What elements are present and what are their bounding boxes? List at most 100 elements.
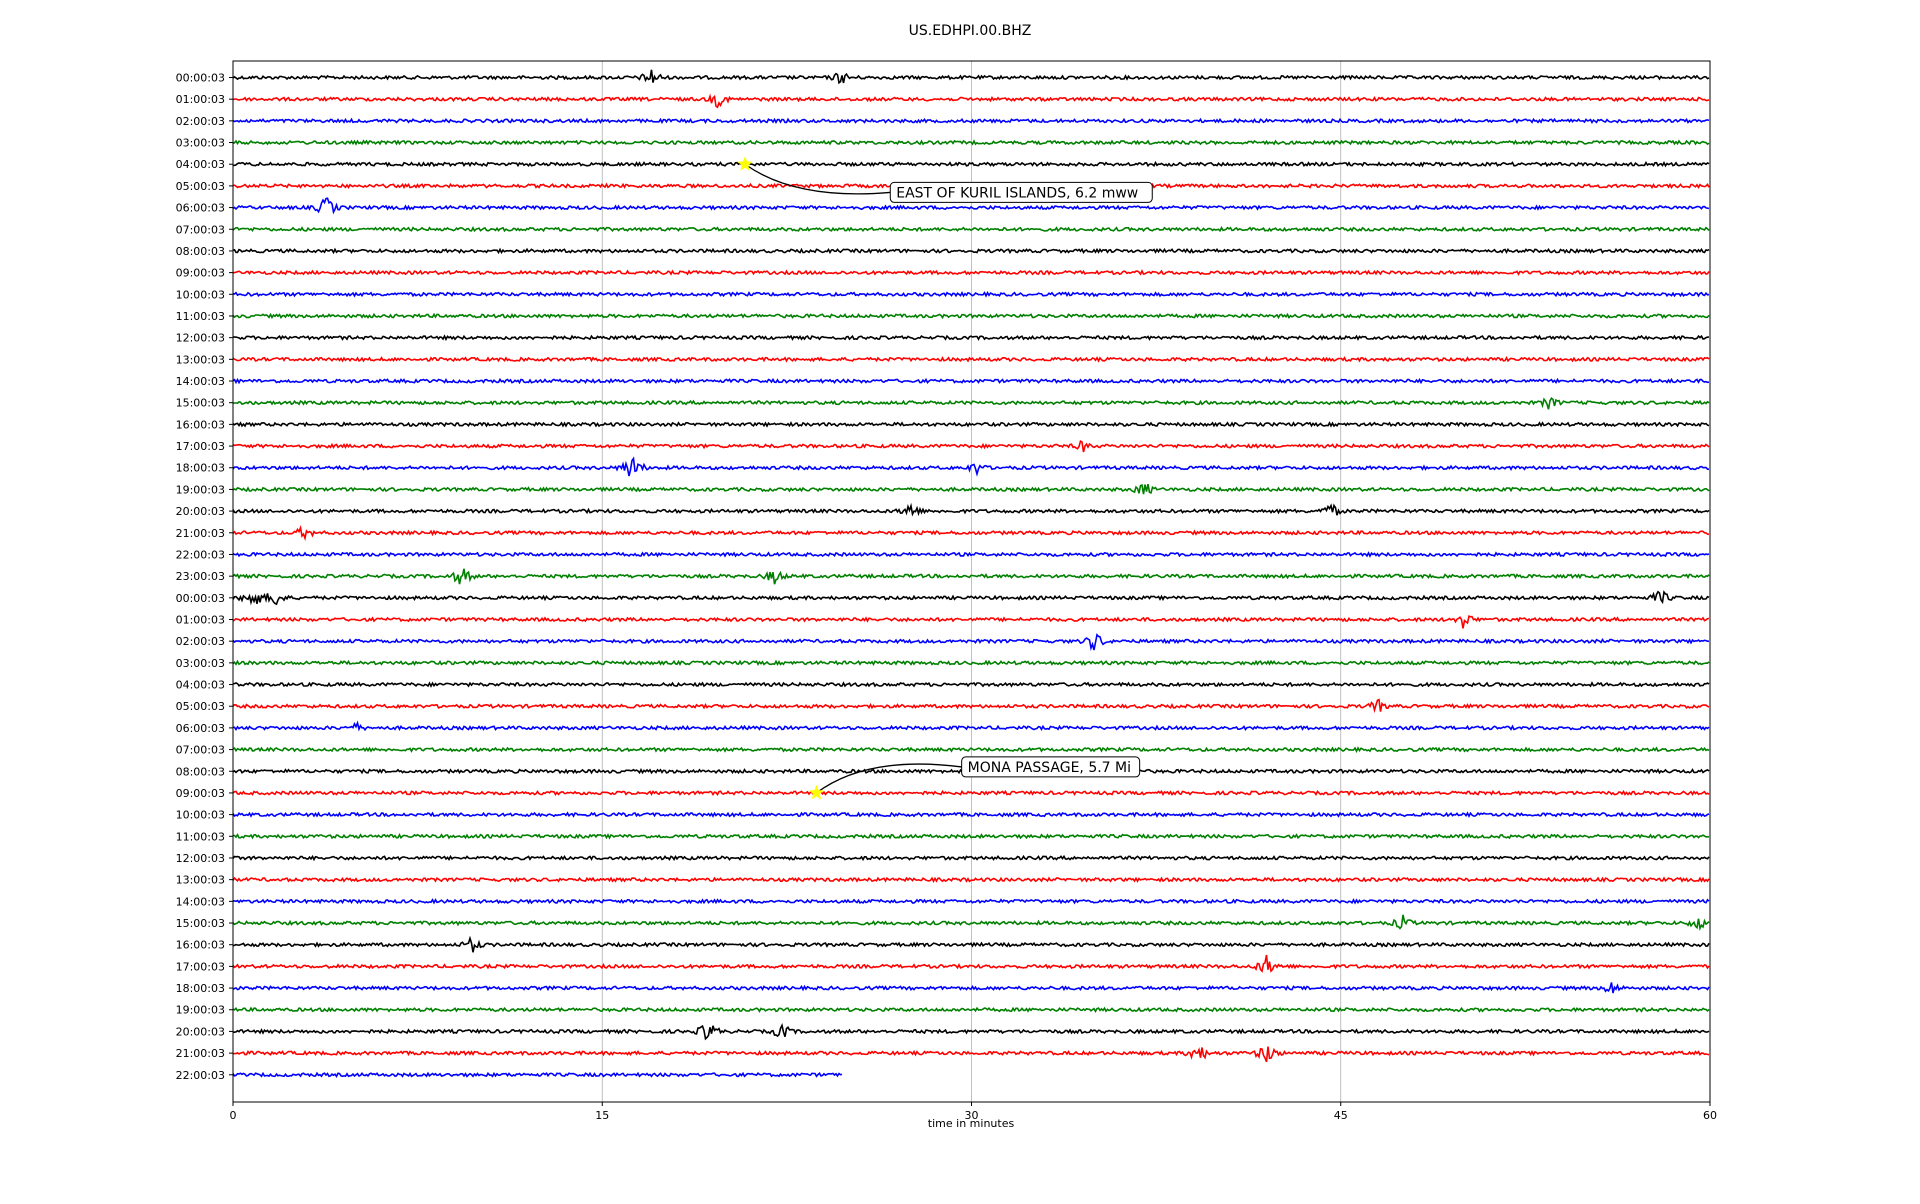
row-time-label: 20:00:03 bbox=[176, 1025, 225, 1038]
trace-row bbox=[232, 484, 1710, 495]
event-label-text: EAST OF KURIL ISLANDS, 6.2 mww bbox=[896, 185, 1138, 201]
event-label: MONA PASSAGE, 5.7 Mi bbox=[961, 756, 1141, 778]
event-annotations: EAST OF KURIL ISLANDS, 6.2 mww MONA PASSA… bbox=[737, 156, 1153, 800]
row-time-label: 06:00:03 bbox=[176, 202, 225, 215]
x-tick-label: 0 bbox=[230, 1109, 237, 1122]
trace-row bbox=[232, 197, 1710, 215]
row-time-label: 14:00:03 bbox=[176, 895, 225, 908]
trace-row bbox=[232, 568, 1710, 585]
row-time-label: 11:00:03 bbox=[176, 830, 225, 843]
row-time-label: 10:00:03 bbox=[176, 288, 225, 301]
seismic-traces bbox=[232, 69, 1710, 1078]
row-time-label: 22:00:03 bbox=[176, 1069, 225, 1082]
trace-row bbox=[232, 789, 1710, 797]
row-time-label: 19:00:03 bbox=[176, 1004, 225, 1017]
trace-row bbox=[232, 69, 1710, 85]
trace-row bbox=[232, 440, 1710, 453]
row-time-label: 20:00:03 bbox=[176, 505, 225, 518]
trace-row bbox=[232, 269, 1710, 276]
trace-row bbox=[232, 93, 1710, 109]
trace-row bbox=[232, 1006, 1710, 1013]
event-label-box bbox=[889, 181, 1153, 203]
event-label-box bbox=[961, 756, 1141, 778]
x-tick-label: 45 bbox=[1334, 1109, 1348, 1122]
event-leader-line bbox=[744, 163, 891, 195]
row-time-label: 17:00:03 bbox=[176, 440, 225, 453]
row-time-label: 09:00:03 bbox=[176, 267, 225, 280]
row-time-label: 03:00:03 bbox=[176, 657, 225, 670]
row-time-label: 18:00:03 bbox=[176, 462, 225, 475]
trace-row bbox=[232, 854, 1710, 862]
trace-row bbox=[232, 1071, 843, 1078]
gridlines bbox=[601, 61, 1342, 1102]
trace-row bbox=[232, 502, 1710, 517]
axes-frame bbox=[232, 60, 1711, 1103]
row-time-label: 10:00:03 bbox=[176, 809, 225, 822]
event-star-marker bbox=[737, 156, 753, 171]
trace-row bbox=[232, 456, 1710, 477]
row-time-label: 23:00:03 bbox=[176, 570, 225, 583]
trace-row bbox=[232, 160, 1710, 168]
row-time-label: 01:00:03 bbox=[176, 93, 225, 106]
trace-row bbox=[232, 935, 1710, 953]
chart-title: US.EDHPI.00.BHZ bbox=[909, 23, 1032, 39]
x-tick-label: 60 bbox=[1703, 1109, 1717, 1122]
row-time-label: 16:00:03 bbox=[176, 939, 225, 952]
trace-row bbox=[232, 590, 1710, 606]
row-time-label: 00:00:03 bbox=[176, 592, 225, 605]
x-axis-label: time in minutes bbox=[928, 1117, 1015, 1130]
row-time-label: 21:00:03 bbox=[176, 527, 225, 540]
row-time-label: 07:00:03 bbox=[176, 744, 225, 757]
trace-row bbox=[232, 356, 1710, 363]
row-time-label: 12:00:03 bbox=[176, 332, 225, 345]
row-time-label: 15:00:03 bbox=[176, 397, 225, 410]
trace-row bbox=[232, 247, 1710, 255]
row-time-label: 02:00:03 bbox=[176, 635, 225, 648]
trace-row bbox=[232, 551, 1710, 558]
trace-row bbox=[232, 659, 1710, 667]
row-time-label: 09:00:03 bbox=[176, 787, 225, 800]
trace-row bbox=[232, 698, 1710, 714]
trace-row bbox=[232, 139, 1710, 146]
row-time-label: 19:00:03 bbox=[176, 483, 225, 496]
row-time-label: 02:00:03 bbox=[176, 115, 225, 128]
row-time-label: 21:00:03 bbox=[176, 1047, 225, 1060]
trace-row bbox=[232, 746, 1710, 754]
trace-row bbox=[232, 614, 1710, 629]
trace-row bbox=[232, 633, 1710, 652]
row-time-label: 00:00:03 bbox=[176, 72, 225, 85]
trace-row bbox=[232, 811, 1710, 819]
trace-row bbox=[232, 1046, 1710, 1063]
trace-row bbox=[232, 377, 1710, 385]
trace-row bbox=[232, 681, 1710, 688]
trace-row bbox=[232, 982, 1710, 994]
row-time-label: 05:00:03 bbox=[176, 180, 225, 193]
event-star-marker bbox=[808, 784, 824, 800]
row-time-label: 17:00:03 bbox=[176, 960, 225, 973]
trace-row bbox=[232, 720, 1710, 732]
row-time-label: 08:00:03 bbox=[176, 765, 225, 778]
row-time-label: 04:00:03 bbox=[176, 158, 225, 171]
row-time-label: 11:00:03 bbox=[176, 310, 225, 323]
row-time-label: 05:00:03 bbox=[176, 700, 225, 713]
row-time-label: 16:00:03 bbox=[176, 418, 225, 431]
trace-row bbox=[232, 421, 1710, 428]
row-time-label: 13:00:03 bbox=[176, 874, 225, 887]
trace-row bbox=[233, 898, 1710, 905]
row-time-label: 08:00:03 bbox=[176, 245, 225, 258]
trace-row bbox=[232, 312, 1710, 320]
row-time-label: 06:00:03 bbox=[176, 722, 225, 735]
trace-row bbox=[232, 290, 1710, 298]
row-time-label: 01:00:03 bbox=[176, 614, 225, 627]
trace-row bbox=[233, 833, 1710, 840]
row-time-label: 13:00:03 bbox=[176, 353, 225, 366]
row-time-labels: 00:00:03 01:00:03 02:00:03 03:00:03 04:00:03… bbox=[176, 72, 233, 1082]
trace-row bbox=[232, 914, 1710, 932]
event-label-text: MONA PASSAGE, 5.7 Mi bbox=[968, 760, 1131, 776]
x-axis: 0 15 30 45 60 bbox=[230, 1102, 1717, 1122]
trace-row bbox=[232, 225, 1710, 233]
row-time-label: 14:00:03 bbox=[176, 375, 225, 388]
